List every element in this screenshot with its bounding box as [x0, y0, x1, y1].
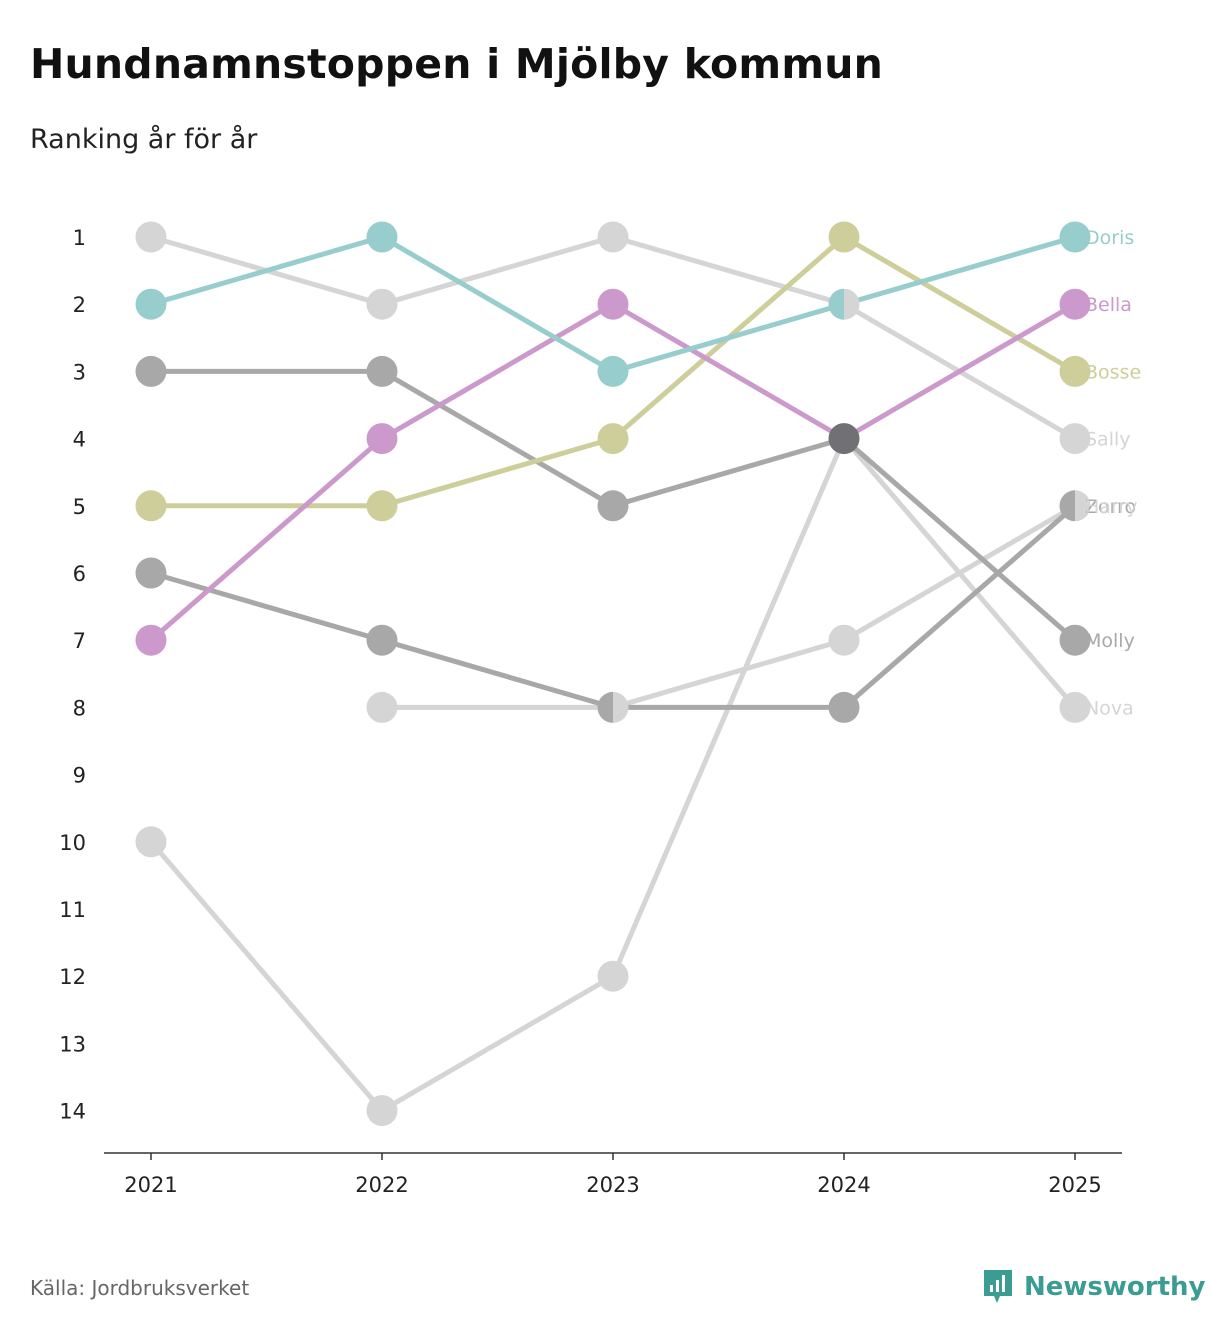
x-tick-label: 2025 [1048, 1173, 1101, 1197]
point-bella [135, 624, 167, 656]
point-nova [597, 960, 629, 992]
point-doris [1059, 221, 1091, 253]
y-tick-label: 13 [59, 1032, 86, 1056]
point-nova [366, 1095, 398, 1127]
source-note: Källa: Jordbruksverket [30, 1276, 250, 1300]
point-nova [1059, 691, 1091, 723]
newsworthy-logo: Newsworthy [982, 1268, 1205, 1306]
y-tick-label: 1 [73, 226, 86, 250]
point-bella [1059, 288, 1091, 320]
point-doris [828, 288, 844, 320]
chart-subtitle: Ranking år för år [30, 124, 258, 155]
y-tick-label: 7 [73, 629, 86, 653]
series-line-nova [148, 436, 1078, 1114]
point-harry [366, 691, 398, 723]
point-bosse [135, 490, 167, 522]
y-tick-label: 10 [59, 831, 86, 855]
point-doris [366, 221, 398, 253]
point-nova [135, 826, 167, 858]
point-sally [597, 221, 629, 253]
series-label-bosse: Bosse [1085, 361, 1141, 383]
y-tick-label: 3 [73, 360, 86, 384]
point-zorro [1059, 490, 1075, 522]
point-bosse [597, 423, 629, 455]
y-tick-label: 12 [59, 965, 86, 989]
point-harry [828, 624, 860, 656]
point-doris [597, 355, 629, 387]
point-zorro [366, 624, 398, 656]
point-zorro [597, 691, 613, 723]
point-sally [366, 288, 398, 320]
x-tick-label: 2021 [124, 1173, 177, 1197]
brand-name: Newsworthy [1024, 1272, 1206, 1302]
y-tick-label: 9 [73, 764, 86, 788]
point-harry [1075, 490, 1091, 522]
y-tick-label: 11 [59, 898, 86, 922]
point-molly [366, 355, 398, 387]
point-zorro [135, 557, 167, 589]
point-molly [597, 490, 629, 522]
point-sally [135, 221, 167, 253]
point-harry [613, 691, 629, 723]
point-molly [135, 355, 167, 387]
y-tick-label: 14 [59, 1100, 86, 1124]
series-label-harry: Harry [1085, 496, 1137, 518]
y-tick-label: 5 [73, 495, 86, 519]
point-overlap-nova-molly-bella [828, 423, 860, 455]
x-tick-label: 2024 [817, 1173, 870, 1197]
x-tick-label: 2023 [586, 1173, 639, 1197]
series-label-molly: Molly [1085, 630, 1135, 652]
series-line-sally [148, 234, 1078, 442]
series-points [135, 221, 1091, 1127]
point-bella [366, 423, 398, 455]
point-molly [1059, 624, 1091, 656]
y-tick-label: 2 [73, 293, 86, 317]
series-label-sally: Sally [1085, 429, 1131, 451]
x-tick-label: 2022 [355, 1173, 408, 1197]
point-sally [1059, 423, 1091, 455]
y-tick-label: 4 [73, 428, 86, 452]
y-tick-label: 6 [73, 562, 86, 586]
point-bosse [828, 221, 860, 253]
point-bosse [366, 490, 398, 522]
series-line-bella [148, 301, 1078, 643]
series-line-zorro [148, 503, 1078, 710]
chart-title: Hundnamnstoppen i Mjölby kommun [30, 40, 884, 88]
newsworthy-logo-icon [984, 1270, 1012, 1303]
series-label-zorro: Zorro [1085, 496, 1136, 518]
point-zorro [828, 691, 860, 723]
point-bosse [1059, 355, 1091, 387]
series-label-nova: Nova [1085, 697, 1134, 719]
series-line-harry [379, 503, 1078, 710]
series-label-bella: Bella [1085, 294, 1132, 316]
point-bella [597, 288, 629, 320]
y-tick-label: 8 [73, 696, 86, 720]
series-label-doris: Doris [1085, 227, 1134, 249]
point-doris [135, 288, 167, 320]
point-sally [844, 288, 860, 320]
